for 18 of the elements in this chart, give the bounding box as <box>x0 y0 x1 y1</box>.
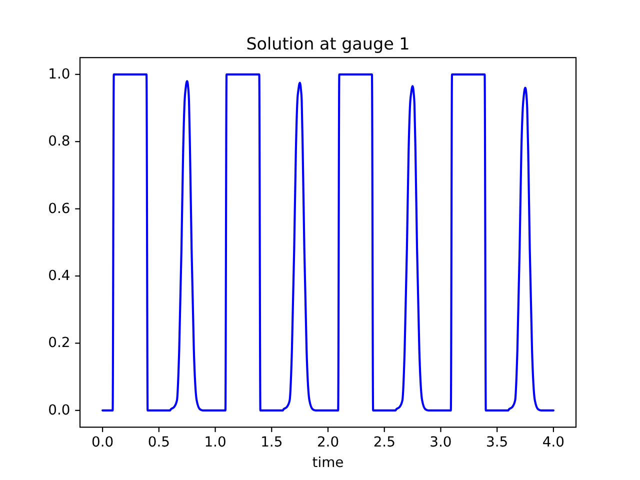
x-tick-label: 0.5 <box>148 434 170 451</box>
x-tick-label: 3.0 <box>430 434 452 451</box>
x-tick-label: 0.0 <box>92 434 114 451</box>
y-tick-label: 0.0 <box>48 402 70 418</box>
y-tick-label: 1.0 <box>48 66 70 82</box>
line-series <box>102 73 554 412</box>
y-tick-label: 0.6 <box>48 200 70 217</box>
y-tick-label: 0.8 <box>48 134 70 150</box>
x-axis-title: time <box>312 455 344 471</box>
x-tick-label: 3.5 <box>486 434 508 451</box>
y-tick-label: 0.2 <box>48 335 70 352</box>
x-tick-label: 2.0 <box>316 434 340 451</box>
x-tick-label: 4.0 <box>542 434 564 451</box>
x-tick-label: 1.5 <box>260 434 283 451</box>
x-tick-label: 2.5 <box>373 434 396 451</box>
chart-title: Solution at gauge 1 <box>246 33 410 54</box>
y-tick-label: 0.4 <box>48 268 70 284</box>
x-tick-label: 1.0 <box>204 434 226 451</box>
